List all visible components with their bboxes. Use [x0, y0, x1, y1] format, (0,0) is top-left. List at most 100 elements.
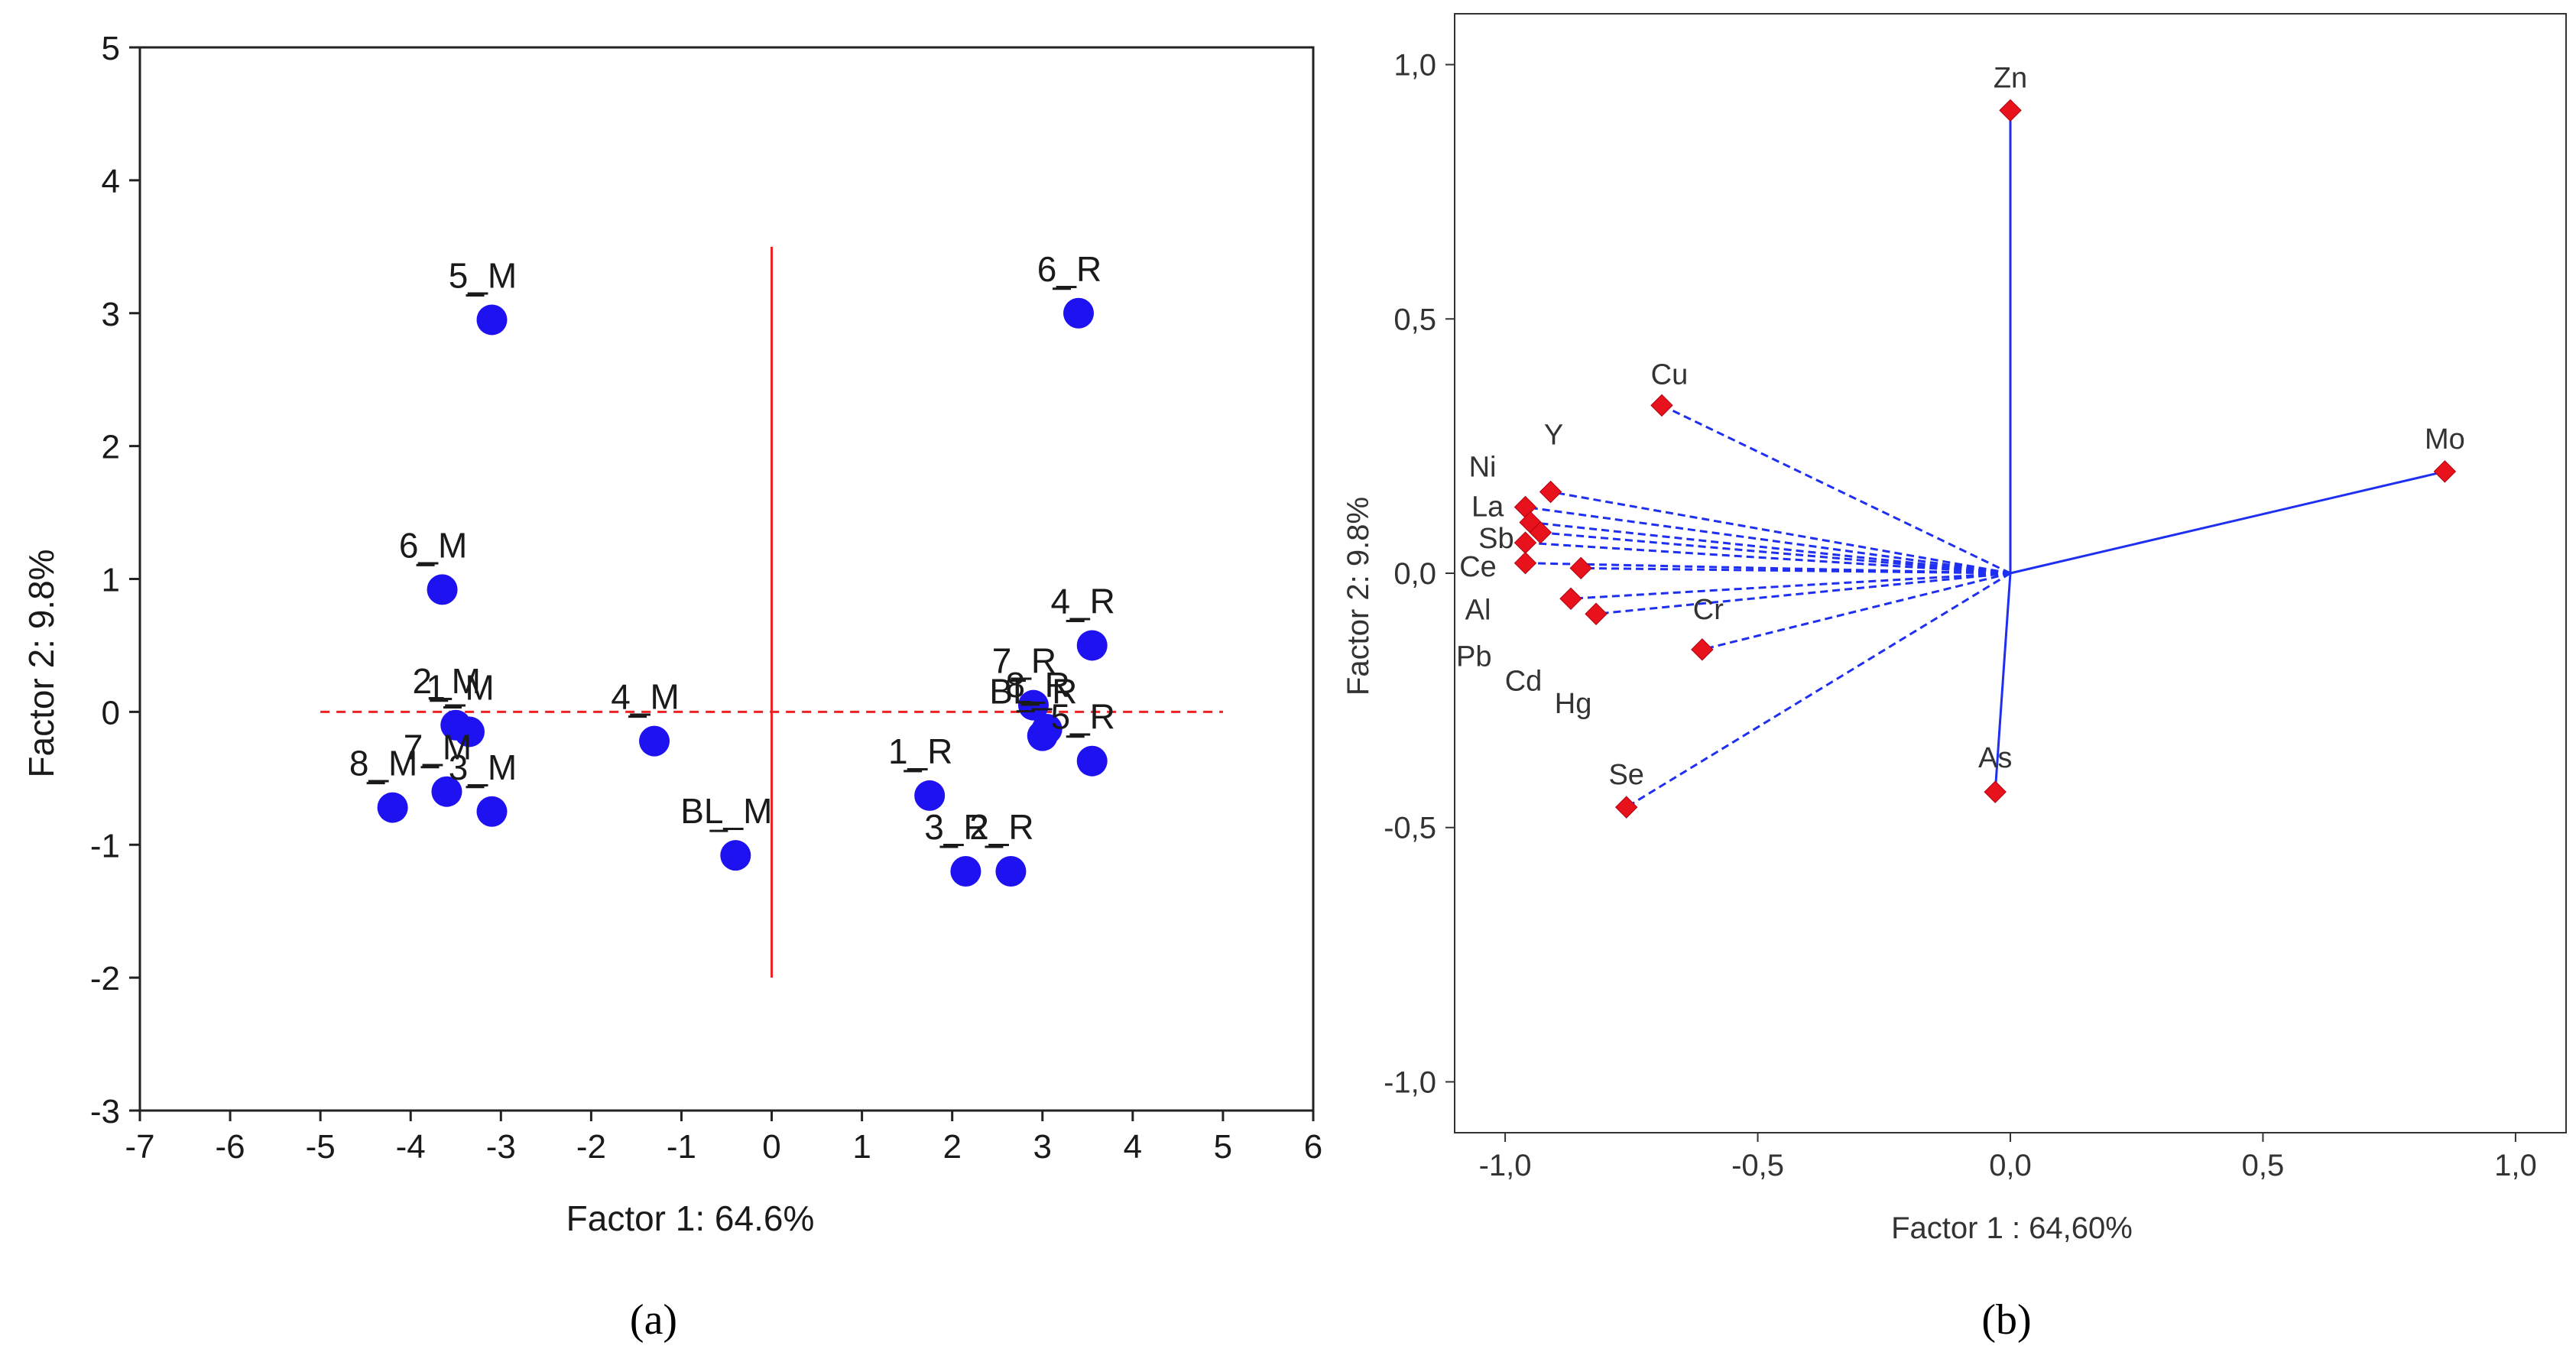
chart-a-x-tick-label: 0	[762, 1128, 780, 1166]
chart-a-x-tick-label: -5	[306, 1128, 336, 1166]
chart-a-x-tick-label: -1	[667, 1128, 696, 1166]
chart-a-point-1-r	[914, 780, 946, 811]
chart-b-y-tick-label: 0,5	[1393, 303, 1436, 336]
chart-a-point-label-8-m: 8_M	[349, 744, 417, 783]
chart-a-point-label-1-r: 1_R	[888, 731, 952, 771]
chart-b-vector-y	[1550, 491, 2011, 575]
chart-a-point-label-4-m: 4_M	[611, 677, 679, 717]
chart-b-marker-pb	[1569, 556, 1592, 580]
chart-a-frame-layer	[129, 46, 1315, 1121]
chart-b-tick-labels: -1,0 -0,5 0,0 0,5 1,0 -1,0 -0,5 0,0 0,5 1,0	[1384, 49, 2537, 1182]
chart-b-y-tick-label: 1,0	[1393, 49, 1436, 83]
chart-b-x-tick-label: 0,5	[2242, 1149, 2285, 1182]
chart-b-label-se: Se	[1608, 759, 1643, 791]
chart-b-vector-la	[1530, 520, 2011, 575]
chart-b-label-ni: Ni	[1469, 451, 1497, 483]
chart-a-y-tick-label: 5	[102, 30, 120, 67]
chart-b-label-pb: Pb	[1456, 640, 1491, 673]
chart-a-x-tick-label: -4	[396, 1128, 426, 1166]
chart-b-y-axis-title: Factor 2: 9.8%	[1342, 497, 1375, 696]
chart-b-label-zn: Zn	[1994, 62, 2027, 94]
chart-b-label-y: Y	[1544, 420, 1563, 452]
chart-b-label-la: La	[1471, 491, 1504, 523]
chart-a-point-7-m	[431, 776, 462, 807]
chart-b-frame-layer	[1445, 13, 2567, 1142]
chart-a-x-tick-label: 6	[1304, 1128, 1322, 1166]
chart-b-label-cd: Cd	[1505, 665, 1543, 697]
chart-a-score-plot: 5_M6_M2_M1_M7_M3_M8_M4_MBL_M6_R4_R7_RBL_…	[21, 30, 1322, 1344]
chart-a-y-tick-label: 4	[102, 163, 120, 200]
chart-b-y-tick-label: -0,5	[1384, 812, 1436, 845]
chart-b-label-al: Al	[1465, 595, 1491, 627]
chart-a-point-6-r	[1063, 297, 1094, 329]
chart-b-marker-se	[1615, 796, 1638, 819]
chart-a-point-3-r	[950, 856, 981, 887]
chart-a-point-label-5-m: 5_M	[449, 255, 517, 295]
chart-a-point-label-6-r: 6_R	[1037, 249, 1101, 289]
chart-b-label-sb: Sb	[1478, 523, 1513, 555]
panel-label-a: (a)	[630, 1296, 677, 1344]
chart-b-marker-cd	[1559, 587, 1582, 610]
chart-b-vector-cr	[1702, 572, 2011, 651]
chart-a-x-tick-label: -2	[576, 1128, 606, 1166]
chart-a-point-label-2-r: 2_R	[969, 807, 1033, 847]
panel-label-b: (b)	[1981, 1296, 2031, 1344]
chart-a-x-tick-label: 4	[1124, 1128, 1142, 1166]
chart-a-y-tick-label: -1	[90, 827, 120, 864]
chart-a-y-tick-label: 1	[102, 562, 120, 599]
chart-b-marker-cr	[1691, 638, 1714, 661]
chart-a-point-label-5-r: 5_R	[1051, 697, 1115, 737]
chart-b-marker-as	[1984, 780, 2007, 803]
chart-a-reference-lines	[320, 246, 1223, 978]
chart-a-point-label-7-r: 7_R	[992, 641, 1056, 681]
chart-a-point-label-3-r: 3_R	[924, 807, 988, 847]
chart-b-marker-al	[1513, 551, 1537, 575]
chart-a-y-axis-title: Factor 2: 9.8%	[21, 549, 61, 777]
chart-a-point-label-7-m: 7_M	[404, 728, 472, 767]
chart-a-point-label-8-r: 8_R	[1005, 665, 1069, 705]
chart-b-loading-markers	[1513, 99, 2457, 819]
chart-a-point-3-m	[476, 796, 508, 827]
chart-b-label-as: As	[1978, 742, 2012, 774]
chart-b-x-tick-label: -1,0	[1479, 1149, 1532, 1182]
chart-b-marker-mo	[2433, 460, 2457, 483]
chart-a-point-labels: 5_M6_M2_M1_M7_M3_M8_M4_MBL_M6_R4_R7_RBL_…	[349, 249, 1115, 848]
chart-a-x-tick-label: -3	[486, 1128, 516, 1166]
chart-b-label-ce: Ce	[1459, 551, 1497, 583]
chart-b-y-tick-label: -1,0	[1384, 1065, 1436, 1099]
chart-a-point-label-1-m: 1_M	[426, 667, 494, 707]
chart-a-x-tick-label: 2	[942, 1128, 961, 1166]
chart-b-vector-pb	[1581, 566, 2011, 575]
chart-b-x-tick-label: 0,0	[1989, 1149, 2032, 1182]
chart-a-y-tick-label: -2	[90, 960, 120, 997]
chart-a-x-axis-title: Factor 1: 64.6%	[566, 1198, 815, 1238]
chart-a-point-label-3-m: 3_M	[449, 747, 517, 787]
chart-b-vector-se	[1625, 572, 2011, 809]
chart-a-point-8-m	[377, 792, 408, 823]
chart-b-x-tick-label: 1,0	[2494, 1149, 2537, 1182]
chart-a-y-tick-label: 0	[102, 694, 120, 731]
chart-a-x-tick-label: -7	[125, 1128, 154, 1166]
chart-b-label-cr: Cr	[1693, 594, 1724, 626]
chart-a-point-4-r	[1076, 630, 1108, 661]
chart-a-point-label-4-r: 4_R	[1051, 581, 1115, 621]
chart-b-vector-ce	[1525, 541, 2011, 575]
chart-b-marker-y	[1539, 480, 1562, 504]
chart-b-y-tick-label: 0,0	[1393, 557, 1436, 591]
chart-a-x-tick-label: -6	[216, 1128, 245, 1166]
chart-b-marker-sb	[1529, 521, 1552, 544]
chart-a-point-2-r	[995, 856, 1027, 887]
chart-a-x-tick-label: 3	[1033, 1128, 1052, 1166]
chart-a-point-label-6-m: 6_M	[399, 525, 467, 565]
chart-a-x-tick-label: 5	[1214, 1128, 1232, 1166]
chart-b-vector-hg	[1595, 572, 2011, 615]
chart-b-vector-sb	[1540, 531, 2011, 575]
chart-b-loading-vectors	[1525, 110, 2445, 809]
chart-a-point-label-bl-m: BL_M	[680, 791, 772, 831]
chart-b-vector-as	[1994, 572, 2012, 793]
chart-b-vector-ni	[1525, 506, 2011, 575]
chart-b-label-mo: Mo	[2425, 423, 2465, 456]
